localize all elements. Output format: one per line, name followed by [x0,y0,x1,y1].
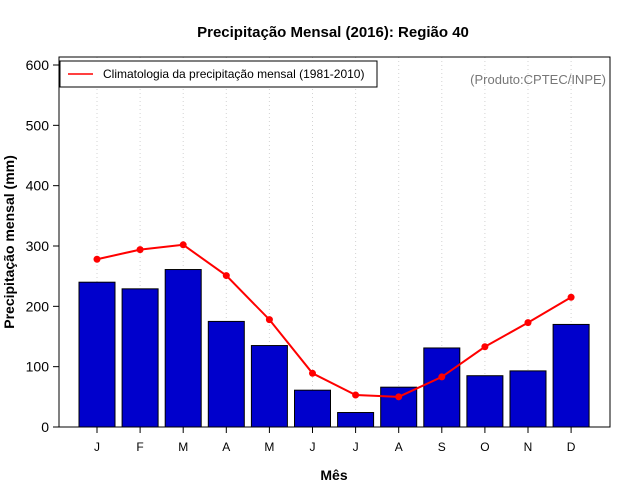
bar [552,323,590,428]
climatology-point [481,343,489,351]
legend: Climatologia da precipitação mensal (198… [59,60,378,88]
x-tick-label: J [310,440,316,454]
y-tick-label: 0 [41,419,49,435]
climatology-point [309,369,316,377]
y-tick-label: 400 [26,178,50,194]
x-tick-label: A [395,440,403,454]
x-tick-label: O [480,440,489,454]
bar [207,320,245,428]
x-tick-label: S [438,440,446,454]
climatology-point [352,391,360,399]
climatology-line [96,243,572,398]
x-tick-label: F [136,440,143,454]
bar [78,281,116,428]
x-tick-label: A [222,440,230,454]
x-tick-label: D [567,440,576,454]
product-credit: (Produto:CPTEC/INPE) [470,72,606,87]
legend-box [59,60,378,88]
climatology-point [179,241,187,249]
climatology-point [395,393,403,401]
bar [466,375,504,428]
plot-frame [58,56,611,428]
y-axis: 0 100 200 300 400 500 600 [26,57,59,435]
y-tick-label: 500 [26,117,50,133]
climatology-point [524,319,532,327]
y-tick-label: 100 [26,359,50,375]
chart-title: Precipitação Mensal (2016): Região 40 [197,24,469,41]
x-tick-label: M [264,440,274,454]
y-tick-label: 200 [26,298,50,314]
y-tick-label: 600 [26,57,50,73]
x-tick-label: N [524,440,533,454]
bar [294,389,331,428]
y-axis-title: Precipitação mensal (mm) [1,155,17,329]
bar-series [78,269,590,428]
bar [164,269,202,428]
x-tick-label: J [353,440,359,454]
y-tick-label: 300 [26,238,50,254]
climatology-point [136,246,144,254]
x-tick-label: J [94,440,100,454]
climatology-point [567,293,575,301]
climatology-point [438,373,446,381]
climatology-point [222,272,230,280]
climatology-point [93,255,101,263]
bar [509,370,547,428]
climatology-point [265,316,273,324]
bar [250,345,288,428]
climatology-line-series [93,241,575,401]
bar [380,386,418,428]
bar [121,288,159,428]
bar [337,412,375,428]
x-tick-label: M [178,440,188,454]
legend-label: Climatologia da precipitação mensal (198… [103,67,364,81]
bar [423,347,461,428]
x-axis-title: Mês [320,467,347,483]
